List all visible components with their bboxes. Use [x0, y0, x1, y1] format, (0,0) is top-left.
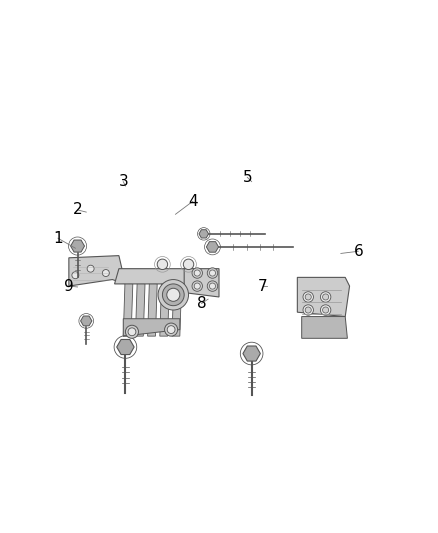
Circle shape [167, 326, 175, 334]
Circle shape [192, 281, 202, 292]
Text: 2: 2 [73, 203, 82, 217]
Text: 9: 9 [64, 279, 74, 294]
Text: 7: 7 [258, 279, 267, 294]
Polygon shape [123, 282, 133, 336]
Circle shape [207, 268, 218, 278]
Text: 5: 5 [243, 170, 252, 185]
Text: 1: 1 [53, 231, 63, 246]
Circle shape [72, 272, 79, 279]
Polygon shape [302, 317, 347, 338]
Circle shape [167, 288, 180, 301]
Polygon shape [160, 282, 170, 336]
Polygon shape [243, 346, 260, 361]
Circle shape [194, 270, 200, 276]
Text: 4: 4 [188, 193, 198, 209]
Polygon shape [135, 282, 145, 336]
Circle shape [125, 325, 138, 338]
Circle shape [207, 281, 218, 292]
Polygon shape [206, 241, 219, 252]
Polygon shape [184, 269, 219, 297]
Polygon shape [148, 282, 157, 336]
Polygon shape [199, 230, 208, 238]
Circle shape [322, 294, 328, 300]
Circle shape [209, 283, 215, 289]
Polygon shape [69, 256, 125, 286]
Circle shape [87, 265, 94, 272]
Circle shape [321, 292, 331, 302]
Polygon shape [71, 240, 85, 252]
Circle shape [305, 307, 311, 313]
Circle shape [209, 270, 215, 276]
Polygon shape [123, 319, 180, 336]
Circle shape [322, 307, 328, 313]
Text: 6: 6 [353, 244, 363, 259]
Polygon shape [115, 269, 197, 284]
Circle shape [128, 328, 136, 336]
Circle shape [194, 283, 200, 289]
Circle shape [157, 259, 168, 270]
Polygon shape [117, 340, 134, 354]
Polygon shape [297, 277, 350, 317]
Circle shape [321, 305, 331, 315]
Circle shape [158, 279, 188, 310]
Circle shape [303, 292, 314, 302]
Text: 3: 3 [118, 174, 128, 189]
Polygon shape [81, 316, 92, 326]
Circle shape [192, 268, 202, 278]
Circle shape [303, 305, 314, 315]
Circle shape [184, 259, 194, 270]
Circle shape [165, 323, 178, 336]
Polygon shape [172, 282, 182, 336]
Circle shape [102, 270, 110, 277]
Circle shape [162, 284, 184, 305]
Text: 8: 8 [197, 296, 206, 311]
Circle shape [305, 294, 311, 300]
